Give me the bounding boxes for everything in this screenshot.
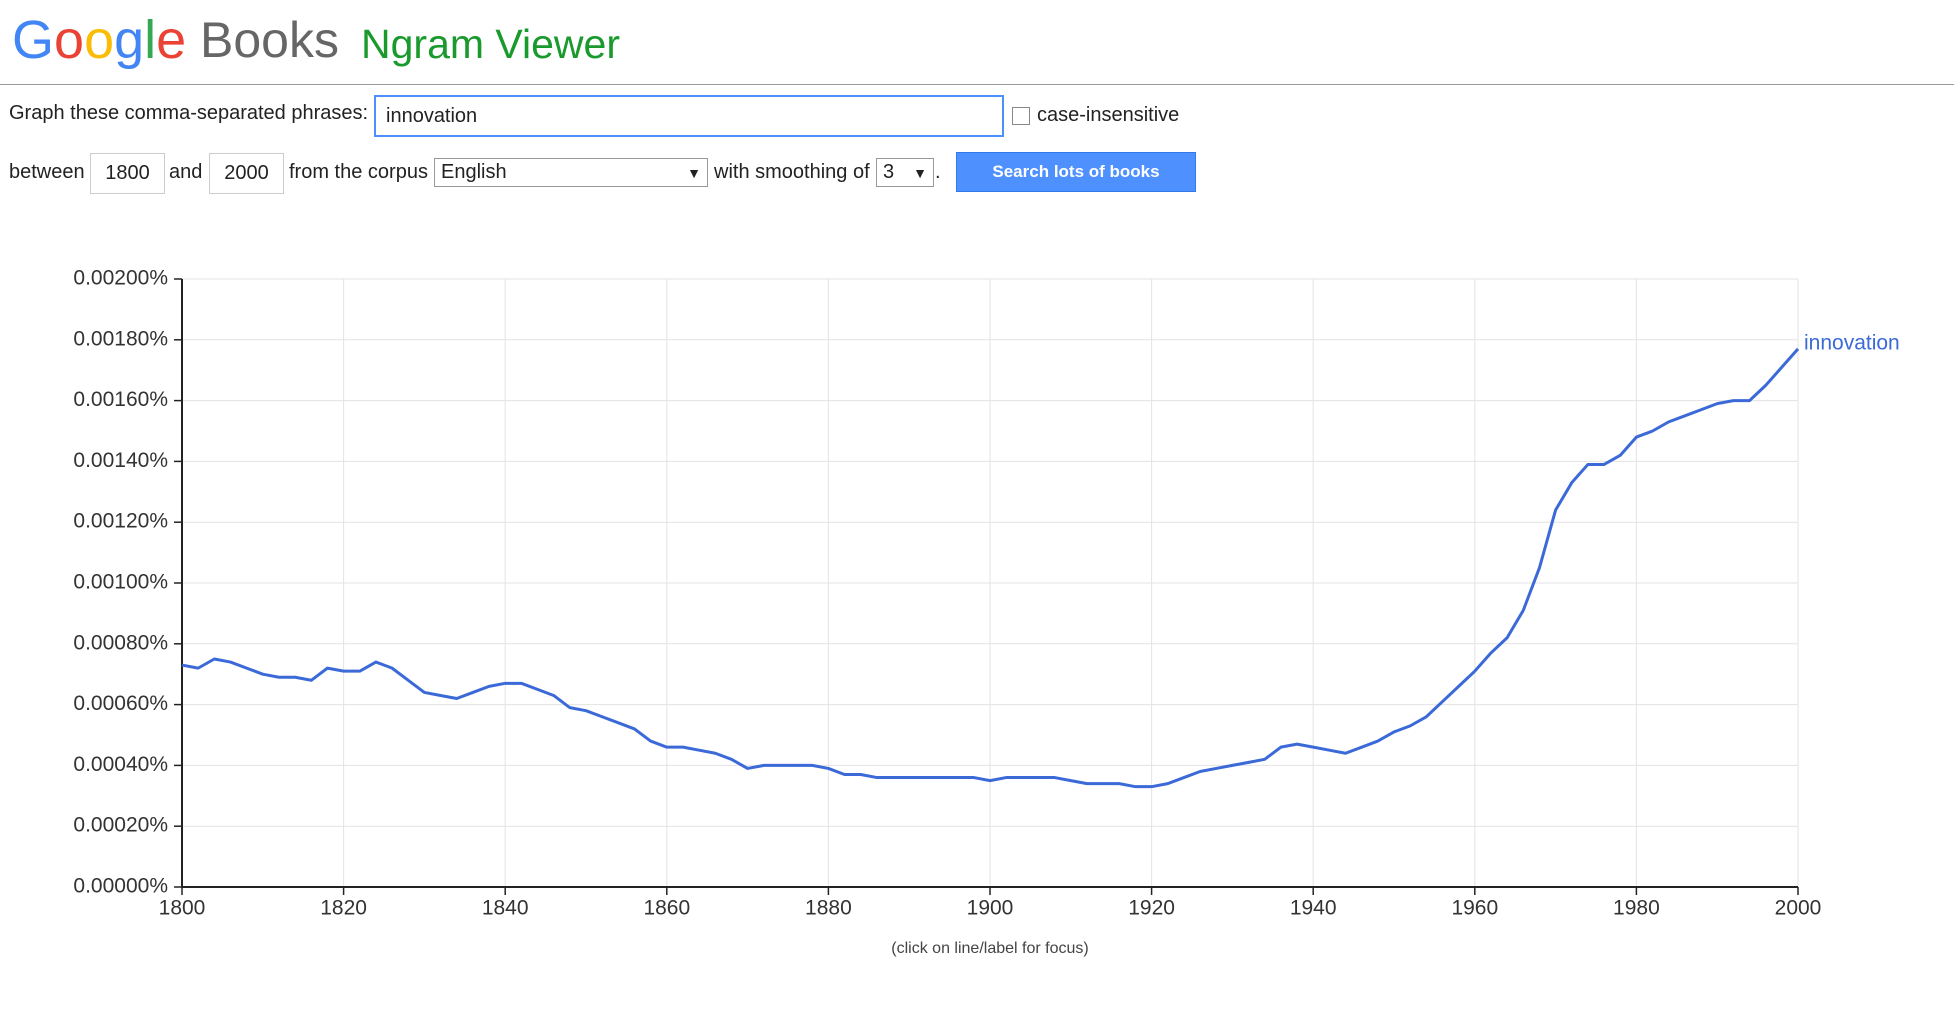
books-label: Books (200, 12, 339, 68)
corpus-select[interactable]: English ▼ (434, 158, 708, 187)
y-tick-label: 0.00020% (73, 814, 168, 837)
logo-letter: g (114, 10, 145, 70)
corpus-label: from the corpus (289, 161, 428, 183)
y-tick-label: 0.00200% (73, 267, 168, 290)
period: . (935, 161, 941, 183)
y-tick-label: 0.00060% (73, 692, 168, 715)
phrases-label: Graph these comma-separated phrases: (9, 102, 369, 124)
logo-letter: o (54, 10, 85, 70)
and-label: and (169, 161, 203, 183)
y-tick-label: 0.00040% (73, 753, 168, 776)
search-button-label: Search lots of books (992, 162, 1160, 181)
phrases-input[interactable]: innovation (374, 95, 1004, 137)
y-tick-label: 0.00140% (73, 449, 168, 472)
end-year: 2000 (224, 162, 269, 184)
x-tick-label: 1920 (1128, 897, 1175, 920)
logo-letter: o (84, 10, 115, 70)
x-tick-label: 2000 (1775, 897, 1822, 920)
x-tick-label: 1880 (805, 897, 852, 920)
x-tick-label: 1860 (643, 897, 690, 920)
x-tick-label: 1800 (159, 897, 206, 920)
logo-letter: l (144, 10, 157, 70)
x-tick-label: 1900 (967, 897, 1014, 920)
between-label: between (9, 161, 85, 183)
logo-letter: G (12, 10, 55, 70)
y-tick-label: 0.00080% (73, 631, 168, 654)
series-label[interactable]: innovation (1804, 331, 1900, 354)
y-tick-label: 0.00160% (73, 388, 168, 411)
smoothing-value: 3 (883, 161, 895, 183)
dropdown-arrow: ▼ (913, 164, 927, 181)
y-tick-label: 0.00000% (73, 875, 168, 898)
logo-letter: e (156, 10, 187, 70)
google-logo: Google (12, 8, 186, 72)
x-tick-label: 1840 (482, 897, 529, 920)
x-tick-label: 1980 (1613, 897, 1660, 920)
search-button[interactable]: Search lots of books (956, 152, 1196, 192)
start-year: 1800 (105, 162, 150, 184)
start-year-input[interactable]: 1800 (90, 153, 165, 194)
page-title: Ngram Viewer (361, 21, 620, 67)
smoothing-label: with smoothing of (714, 161, 870, 183)
series-line (181, 347, 1800, 789)
corpus-value: English (441, 161, 507, 183)
chart-note: (click on line/label for focus) (891, 940, 1088, 957)
x-tick-label: 1940 (1290, 897, 1337, 920)
y-tick-label: 0.00120% (73, 510, 168, 533)
y-tick-label: 0.00100% (73, 571, 168, 594)
x-tick-label: 1820 (320, 897, 367, 920)
x-tick-label: 1960 (1451, 897, 1498, 920)
phrases-value: innovation (386, 104, 478, 127)
case-checkbox[interactable] (1012, 107, 1030, 125)
header-rule (0, 84, 1954, 85)
smoothing-select[interactable]: 3 ▼ (876, 158, 934, 187)
y-tick-label: 0.00180% (73, 327, 168, 350)
end-year-input[interactable]: 2000 (209, 153, 284, 194)
dropdown-arrow: ▼ (687, 164, 701, 181)
case-label: case-insensitive (1037, 104, 1180, 126)
